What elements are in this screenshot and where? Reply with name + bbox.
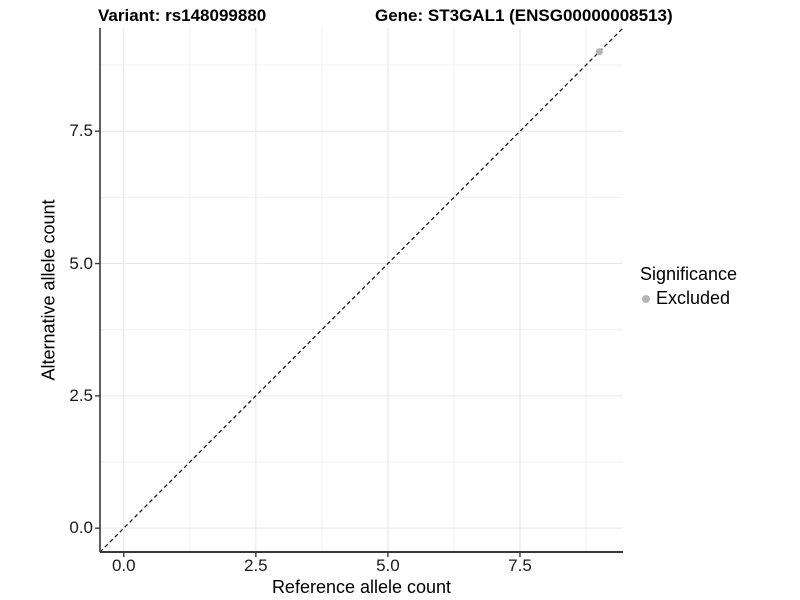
plot-title-gene: Gene: ST3GAL1 (ENSG00000008513) <box>375 6 673 25</box>
legend-item-excluded: Excluded <box>638 288 737 309</box>
x-tick-label: 2.5 <box>244 556 268 575</box>
plot-panel <box>92 27 631 560</box>
plot-title-variant: Variant: rs148099880 <box>98 6 267 25</box>
legend: Significance Excluded <box>638 264 737 309</box>
y-tick-label: 0.0 <box>69 518 93 538</box>
data-point <box>595 48 603 56</box>
y-tick-label: 5.0 <box>69 253 93 273</box>
legend-item-label: Excluded <box>656 288 731 308</box>
y-tick-label: 7.5 <box>69 121 93 141</box>
x-tick-label: 7.5 <box>508 556 532 575</box>
x-axis-title: Reference allele count <box>271 577 452 597</box>
y-axis-title: Alternative allele count <box>38 199 59 381</box>
x-tick-label: 0.0 <box>111 556 136 575</box>
excluded-point-icon <box>642 294 650 303</box>
y-tick-label: 2.5 <box>69 385 93 405</box>
legend-title: Significance <box>640 264 738 284</box>
identity-line <box>99 27 624 553</box>
x-tick-label: 5.0 <box>376 556 400 575</box>
